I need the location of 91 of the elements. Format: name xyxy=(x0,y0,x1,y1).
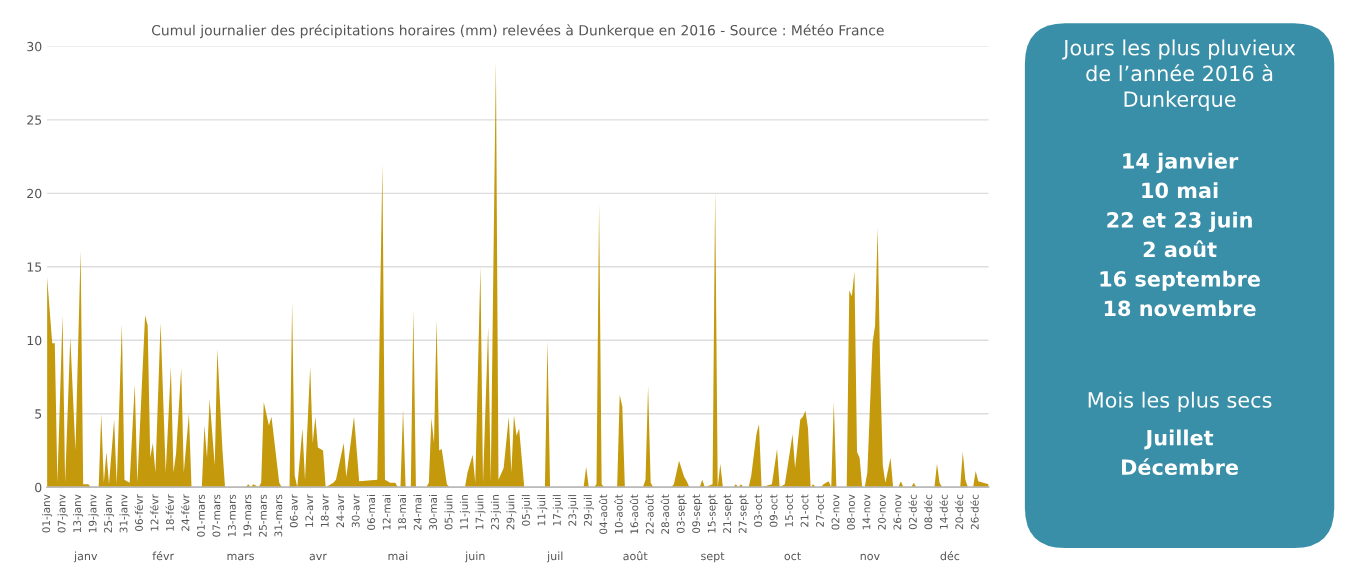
y-tick-label: 5 xyxy=(35,409,42,419)
x-tick-label: 17-juil xyxy=(552,495,563,526)
x-tick-label: 11-juil xyxy=(537,495,548,526)
x-tick-label: 31-mars xyxy=(274,494,283,537)
x-tick-label: 20-nov xyxy=(877,494,886,530)
x-tick-label: 06-févr xyxy=(134,494,143,531)
x-tick-label: 22-août xyxy=(645,494,654,534)
x-tick-label: 31-janv xyxy=(119,494,130,533)
x-tick-label: 26-nov xyxy=(893,494,902,530)
chart-title: Cumul journalier des précipitations horaires (mm) relevées à Dunkerque en 2016 - Source : Météo France xyxy=(151,24,884,39)
y-tick-label: 0 xyxy=(35,482,42,493)
x-tick-label: 21-oct xyxy=(800,494,809,527)
x2-tick-label: févr xyxy=(152,551,175,561)
x-tick-label: 14-déc xyxy=(939,494,948,529)
x-tick-label: 07-mars xyxy=(212,494,221,537)
y-tick-label: 15 xyxy=(27,262,42,272)
x-tick-label: 24-mai xyxy=(413,495,422,530)
x-tick-label: 21-sept xyxy=(723,494,734,533)
text: Jours les plus pluvieux de l’année 2016 à Dunkerque xyxy=(1062,39,1296,112)
x-tick-label: 19-mars xyxy=(243,494,252,537)
x-tick-label: 27-oct xyxy=(816,494,824,527)
x-tick-label: 30-avr xyxy=(351,494,360,528)
text: 10 mai xyxy=(1142,182,1218,199)
y-tick-label: 20 xyxy=(27,188,42,199)
y-tick-label: 10 xyxy=(27,335,42,346)
x-tick-label: 09-sept xyxy=(692,494,703,533)
x2-tick-label: juil xyxy=(546,551,563,563)
x-tick-label: 06-avr xyxy=(289,494,298,528)
x-tick-label: 10-août xyxy=(614,494,623,534)
x-tick-label: 05-juin xyxy=(444,495,455,530)
x2-tick-label: janv xyxy=(73,551,98,563)
x-tick-label: 06-mai xyxy=(367,495,376,530)
text: Juillet xyxy=(1144,429,1214,450)
x2-tick-label: juin xyxy=(464,551,485,563)
x-tick-label: 16-août xyxy=(629,494,639,534)
x2-tick-label: août xyxy=(623,551,648,561)
x-tick-label: 12-févr xyxy=(149,494,159,531)
x-tick-label: 27-sept xyxy=(738,494,749,533)
x-tick-label: 20-déc xyxy=(954,494,964,530)
text: 2 août xyxy=(1143,240,1217,258)
x-tick-label: 29-juin xyxy=(506,495,517,530)
x-tick-label: 15-sept xyxy=(707,494,718,533)
x-tick-label: 23-juin xyxy=(490,495,501,530)
text: Décembre xyxy=(1122,458,1239,476)
x-tick-label: 24-févr xyxy=(180,494,190,531)
x-tick-label: 01-janv xyxy=(42,494,53,533)
x-tick-label: 08-déc xyxy=(923,494,933,530)
text: 16 septembre xyxy=(1100,270,1260,291)
x-tick-label: 04-août xyxy=(598,494,608,534)
x-tick-label: 29-juil xyxy=(583,495,594,526)
x-tick-label: 03-oct xyxy=(754,494,763,527)
x-tick-label: 01-mars xyxy=(196,494,205,537)
x-tick-label: 13-mars xyxy=(227,494,236,537)
x-tick-label: 07-janv xyxy=(57,494,68,533)
x-tick-label: 18-févr xyxy=(165,494,174,531)
x-tick-label: 14-nov xyxy=(862,494,871,530)
y-tick-label: 30 xyxy=(27,41,42,52)
x-tick-label: 09-oct xyxy=(769,494,778,527)
x-tick-label: 08-nov xyxy=(847,494,855,530)
x-tick-label: 24-avr xyxy=(336,494,345,528)
x-tick-label: 19-janv xyxy=(88,494,99,533)
x2-tick-label: mars xyxy=(227,553,254,561)
x-tick-label: 28-août xyxy=(660,494,670,534)
x2-tick-label: mai xyxy=(388,551,408,561)
x-tick-label: 12-mai xyxy=(382,495,391,530)
x2-tick-label: avr xyxy=(309,553,327,561)
x-tick-label: 18-mai xyxy=(398,495,407,530)
x-tick-label: 05-juil xyxy=(521,495,532,526)
x-tick-label: 18-avr xyxy=(320,494,329,527)
x2-tick-label: nov xyxy=(860,553,880,561)
x-tick-label: 03-sept xyxy=(676,494,687,533)
text: Mois les plus secs xyxy=(1088,391,1272,412)
text: 22 et 23 juin xyxy=(1107,211,1252,233)
x2-tick-label: déc xyxy=(940,551,960,561)
x-tick-label: 23-juil xyxy=(568,495,579,526)
x2-tick-label: sept xyxy=(701,552,725,563)
x-tick-label: 12-avr xyxy=(305,494,314,527)
x-tick-label: 13-janv xyxy=(72,494,84,533)
text: 14 janvier xyxy=(1123,152,1239,174)
x-tick-label: 02-déc xyxy=(908,494,917,530)
y-tick-label: 25 xyxy=(27,115,42,125)
x-tick-label: 26-déc xyxy=(970,494,979,530)
x-tick-label: 25-janv xyxy=(103,494,115,533)
text: 18 novembre xyxy=(1104,300,1256,317)
x-tick-label: 17-juin xyxy=(475,495,486,529)
x2-tick-label: oct xyxy=(784,552,801,561)
x-tick-label: 30-mai xyxy=(428,495,438,530)
x-tick-label: 25-mars xyxy=(258,494,267,537)
x-tick-label: 15-oct xyxy=(785,494,793,527)
x-tick-label: 11-juin xyxy=(459,495,470,529)
x-tick-label: 02-nov xyxy=(831,494,840,530)
